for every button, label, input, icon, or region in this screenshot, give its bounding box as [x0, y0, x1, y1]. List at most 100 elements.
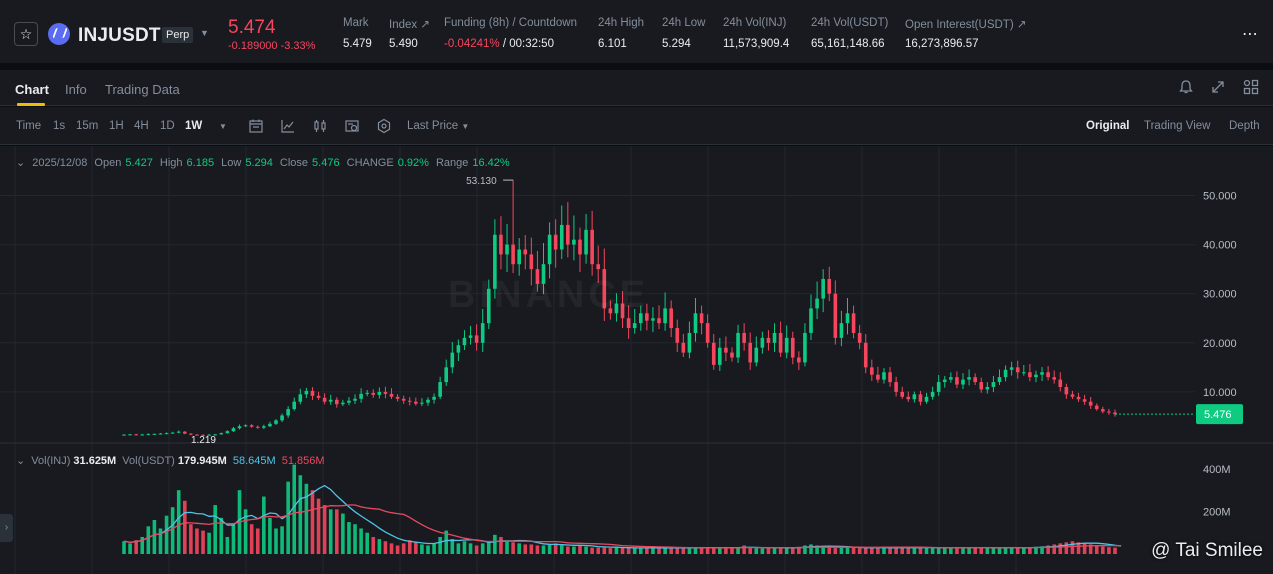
candle-body [778, 332, 783, 353]
volume-bar [760, 548, 765, 554]
candle-body [839, 323, 844, 338]
volume-bar [371, 536, 376, 554]
candle-body [553, 234, 558, 250]
candle-body [1070, 394, 1075, 397]
volume-bar [797, 546, 801, 554]
volume-bar [189, 524, 193, 554]
candle-body [195, 434, 199, 436]
candle-body [559, 224, 564, 250]
hexagon-settings-icon[interactable] [376, 118, 392, 134]
interval-1h[interactable]: 1H [109, 120, 124, 132]
candle-body [146, 434, 151, 436]
volume-bar [699, 547, 704, 554]
interval-1s[interactable]: 1s [53, 120, 66, 132]
expand-icon[interactable] [1209, 78, 1227, 96]
volume-bar [268, 517, 272, 554]
last-price-tag-label: 5.476 [1204, 409, 1232, 421]
volume-bar [930, 548, 935, 554]
collapse-chevron-icon[interactable]: ⌄ [16, 157, 26, 169]
y-axis-tick-label: 20.000 [1203, 338, 1237, 350]
stat-index[interactable]: Index ↗ 5.490 [389, 17, 430, 50]
tab-trading-data[interactable]: Trading Data [105, 82, 180, 97]
candle-body [225, 431, 230, 434]
candle-style-icon[interactable] [312, 118, 328, 134]
volume-bar [432, 543, 436, 554]
candle-body [207, 434, 211, 436]
volume-bar [997, 548, 1002, 554]
indicator-line-icon[interactable] [280, 118, 296, 134]
close-label: Close [279, 157, 309, 169]
low-value: 5.294 [245, 157, 273, 169]
volume-bar [450, 539, 455, 554]
interval-1d[interactable]: 1D [160, 120, 175, 132]
volume-bar [243, 509, 248, 554]
volume-legend: ⌄ Vol(INJ) 31.625M Vol(USDT) 179.945M 58.6… [16, 454, 328, 467]
low-label: Low [221, 157, 242, 169]
favorite-star-icon[interactable]: ☆ [14, 22, 38, 46]
stat-24h-high: 24h High 6.101 [598, 17, 644, 50]
layout-grid-icon[interactable] [1242, 78, 1260, 96]
interval-more-chevron-icon[interactable]: ▼ [219, 122, 227, 131]
candle-body [870, 367, 874, 375]
volume-bar [201, 530, 205, 554]
candle-body [304, 390, 309, 395]
volume-bar [888, 547, 892, 554]
price-chart-panel[interactable]: 10.000 20.000 30.000 40.000 50.000 53.130 1.21… [0, 146, 1273, 574]
candle-body [231, 428, 236, 432]
candle-body [985, 386, 990, 390]
volume-bar [870, 547, 874, 554]
sidebar-toggle-chevron-icon[interactable]: › [0, 514, 13, 542]
view-trading-view[interactable]: Trading View [1144, 120, 1211, 132]
symbol-name[interactable]: INJUSDT [78, 25, 161, 46]
volume-bar [900, 547, 905, 554]
volume-bar [711, 547, 716, 554]
candle-body [1058, 379, 1063, 387]
candle-body [845, 313, 850, 324]
interval-time[interactable]: Time [16, 120, 42, 132]
calendar-icon[interactable] [248, 118, 264, 134]
volume-bar [638, 548, 643, 554]
candle-body [511, 244, 515, 265]
interval-1w[interactable]: 1W [185, 120, 203, 132]
candle-body [341, 402, 345, 405]
chart-settings-icon[interactable] [344, 118, 360, 134]
exchange-watermark: BINANCE [448, 274, 650, 316]
volume-bar [1113, 547, 1117, 554]
collapse-chevron-icon[interactable]: ⌄ [16, 455, 26, 467]
volume-bar [687, 547, 692, 554]
stat-label: 24h High [598, 17, 645, 29]
price-type-select[interactable]: Last Price ▼ [407, 120, 469, 132]
inj-coin-logo [48, 23, 70, 45]
more-options-icon[interactable]: ⋯ [1242, 26, 1259, 43]
candle-body [602, 269, 607, 309]
volume-bar [924, 547, 929, 554]
vol-ma-slow: 51.856M [281, 455, 325, 467]
stat-funding: Funding (8h) / Countdown -0.04241% / 00:… [444, 17, 577, 50]
volume-bar [1015, 547, 1020, 554]
symbol-dropdown-chevron-icon[interactable]: ▼ [200, 28, 209, 38]
candle-body [480, 323, 485, 343]
view-depth[interactable]: Depth [1229, 120, 1260, 132]
candle-body [444, 367, 449, 383]
volume-bar [857, 548, 862, 554]
interval-4h[interactable]: 4H [134, 120, 149, 132]
volume-bar [505, 541, 509, 554]
bell-icon[interactable] [1177, 78, 1195, 96]
volume-bar [474, 545, 479, 554]
volume-bar [523, 544, 528, 554]
active-tab-indicator [17, 103, 45, 106]
interval-15m[interactable]: 15m [76, 120, 99, 132]
volume-bar [262, 496, 266, 554]
tab-info[interactable]: Info [65, 82, 87, 97]
volume-bar [955, 547, 959, 554]
volume-bar [809, 544, 813, 554]
stat-open-interest[interactable]: Open Interest(USDT) ↗ 16,273,896.57 [905, 17, 1026, 50]
tab-chart[interactable]: Chart [15, 82, 49, 97]
candlestick-chart[interactable]: 10.000 20.000 30.000 40.000 50.000 53.130 1.21… [0, 146, 1273, 574]
candle-body [1028, 372, 1032, 378]
candle-body [955, 377, 959, 385]
volume-bar [140, 536, 145, 554]
high-label: High [159, 157, 183, 169]
candle-body [158, 433, 163, 435]
view-original[interactable]: Original [1086, 120, 1130, 132]
